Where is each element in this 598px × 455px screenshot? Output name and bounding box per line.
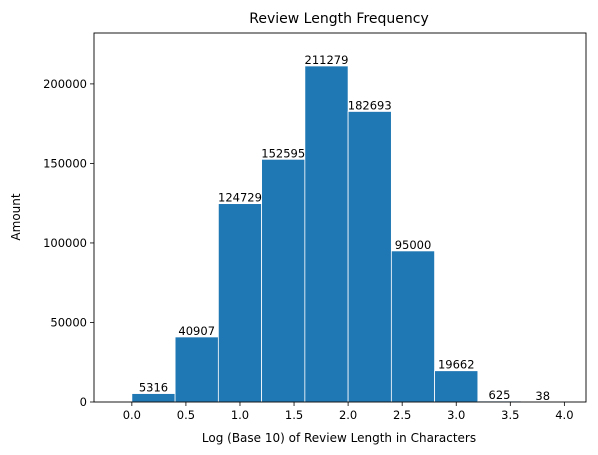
x-axis-label: Log (Base 10) of Review Length in Charac… [202, 431, 476, 445]
chart-title: Review Length Frequency [249, 11, 428, 27]
x-axis-ticks: 0.0 0.5 1.0 1.5 2.0 2.5 3.0 3.5 4.0 [123, 402, 574, 422]
x-tick-label-2: 1.0 [231, 408, 249, 422]
y-axis-label: Amount [9, 193, 23, 240]
bar-value-label-2: 124729 [218, 191, 262, 205]
y-axis-ticks: 0 50000 100000 150000 200000 [43, 77, 94, 409]
y-tick-label-1: 50000 [50, 315, 87, 329]
bar-value-label-7: 19662 [438, 358, 475, 372]
bar-value-label-0: 5316 [139, 381, 168, 395]
y-tick-label-4: 200000 [43, 77, 87, 91]
bar-value-label-6: 95000 [395, 238, 432, 252]
y-tick-label-3: 150000 [43, 156, 87, 170]
bar-2 [217, 203, 263, 403]
bar-value-label-4: 211279 [305, 53, 349, 67]
data-labels-group: 5316 40907 124729 152595 211279 182693 95000 19… [139, 53, 550, 403]
bar-0 [131, 393, 176, 403]
x-tick-label-1: 0.5 [177, 408, 195, 422]
plot-frame [93, 32, 587, 403]
bar-4 [304, 65, 349, 403]
x-tick-label-7: 3.5 [501, 408, 519, 422]
bar-value-label-8: 625 [489, 388, 511, 402]
bars-group [131, 65, 565, 403]
y-tick-label-0: 0 [80, 395, 87, 409]
x-tick-label-5: 2.5 [393, 408, 411, 422]
bar-1 [174, 336, 219, 403]
x-tick-label-4: 2.0 [339, 408, 357, 422]
bar-value-label-9: 38 [535, 389, 550, 403]
bar-value-label-1: 40907 [178, 324, 215, 338]
x-tick-label-8: 4.0 [555, 408, 573, 422]
bar-value-label-5: 182693 [348, 98, 392, 112]
y-tick-label-2: 100000 [43, 236, 87, 250]
bar-6 [390, 250, 436, 403]
x-tick-label-0: 0.0 [123, 408, 141, 422]
bar-3 [261, 158, 306, 403]
bar-5 [347, 111, 392, 403]
bar-7 [434, 370, 479, 403]
bar-value-label-3: 152595 [261, 146, 305, 160]
x-tick-label-6: 3.0 [447, 408, 465, 422]
x-tick-label-3: 1.5 [285, 408, 303, 422]
